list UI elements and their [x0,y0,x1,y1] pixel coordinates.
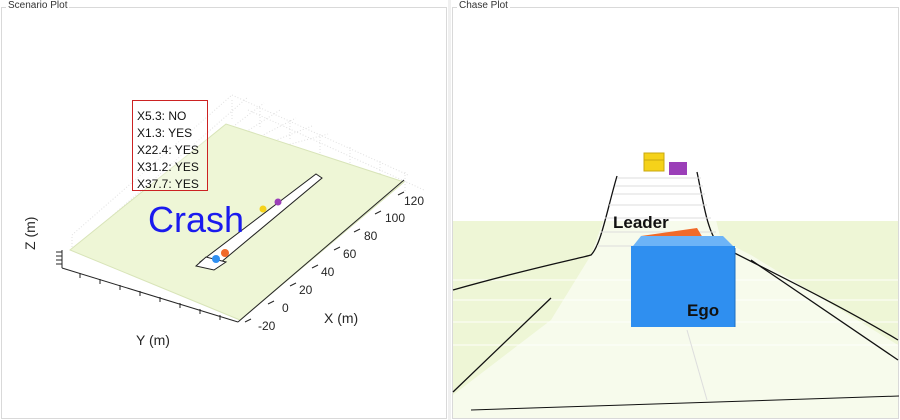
collision-flag-row: X37.7: YES [137,177,199,191]
z-axis-title: Z (m) [22,216,38,250]
x-tick-label: 60 [343,247,357,261]
scenario-3d-axes[interactable]: 120 100 80 60 40 20 0 -20 [0,0,448,420]
yellow-vehicle-marker [259,205,267,213]
purple-vehicle-marker [274,198,282,206]
x-tick-label: 120 [404,194,424,208]
chase-plot-panel: Chase Plot [451,0,900,420]
x-tick-label: 40 [321,265,335,279]
scenario-plot-panel: Scenario Plot [0,0,448,420]
chase-3d-view[interactable]: Leader Ego [451,0,900,420]
ground-plane [69,123,406,321]
scenario-plot-title: Scenario Plot [6,0,70,12]
collision-flag-row: X22.4: YES [137,143,199,157]
x-tick-label: 100 [385,211,405,225]
leader-label: Leader [613,213,669,232]
collision-flag-row: X5.3: NO [137,109,187,123]
ego-vehicle [631,236,736,327]
yellow-vehicle [643,152,665,172]
crash-label: Crash [148,199,245,240]
x-tick-label: 20 [299,283,313,297]
purple-vehicle [669,162,687,175]
x-axis-title: X (m) [324,310,359,326]
x-tick-label: 80 [364,229,378,243]
collision-flags-legend: X5.3: NO X1.3: YES X22.4: YES X31.2: YES… [132,100,208,191]
leader-vehicle-marker [221,249,229,257]
chase-plot-title: Chase Plot [457,0,510,12]
x-tick-label: -20 [258,319,276,333]
ego-vehicle-marker [212,255,220,263]
collision-flag-row: X1.3: YES [137,126,193,140]
collision-flag-row: X31.2: YES [137,160,199,174]
y-axis-title: Y (m) [136,332,170,348]
x-tick-label: 0 [282,301,289,315]
ego-label: Ego [687,301,719,320]
